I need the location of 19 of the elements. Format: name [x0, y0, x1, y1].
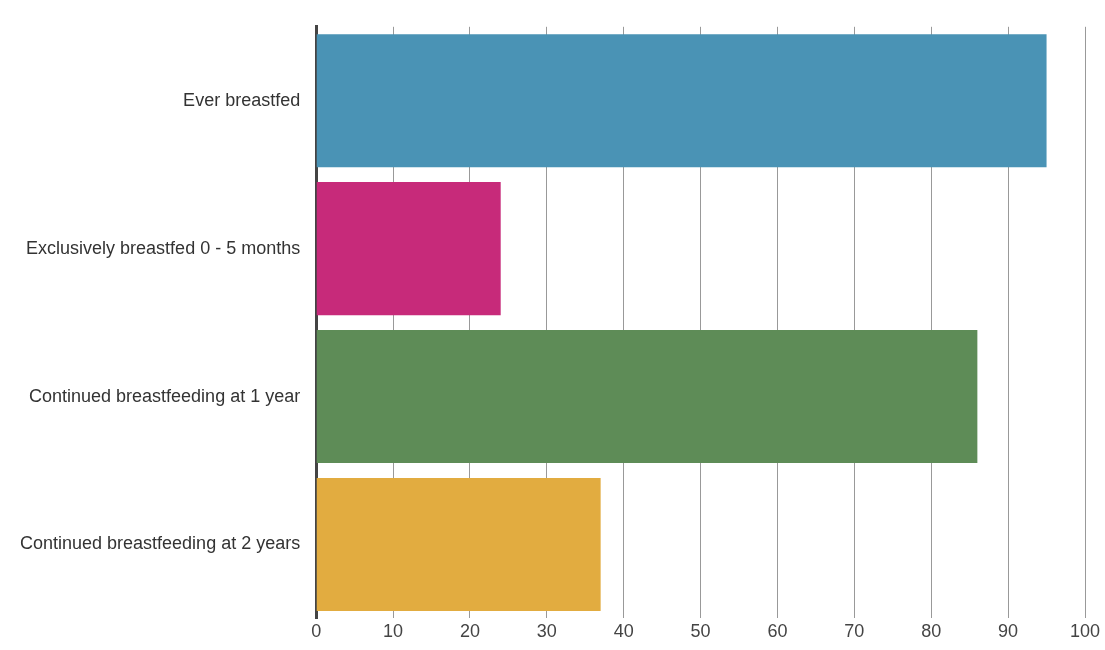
x-tick-label: 80 [921, 621, 942, 642]
x-tick-label: 100 [1069, 621, 1101, 642]
x-tick-label: 40 [613, 621, 634, 642]
x-tick-label: 30 [536, 621, 557, 642]
bar [316, 182, 501, 316]
bar [316, 330, 978, 464]
x-tick-label: 0 [311, 621, 322, 642]
y-tick-label: Continued breastfeeding at 1 year [29, 385, 301, 406]
x-tick-label: 70 [844, 621, 865, 642]
bar [316, 34, 1047, 168]
x-tick-label: 10 [383, 621, 404, 642]
y-tick-label: Continued breastfeeding at 2 years [20, 533, 301, 554]
x-tick-label: 60 [767, 621, 788, 642]
x-tick-label: 50 [690, 621, 711, 642]
y-tick-label: Exclusively breastfed 0 - 5 months [26, 237, 301, 258]
y-tick-label: Ever breastfed [183, 89, 301, 110]
x-tick-label: 90 [998, 621, 1019, 642]
bar [316, 477, 601, 612]
x-tick-label: 20 [459, 621, 480, 642]
